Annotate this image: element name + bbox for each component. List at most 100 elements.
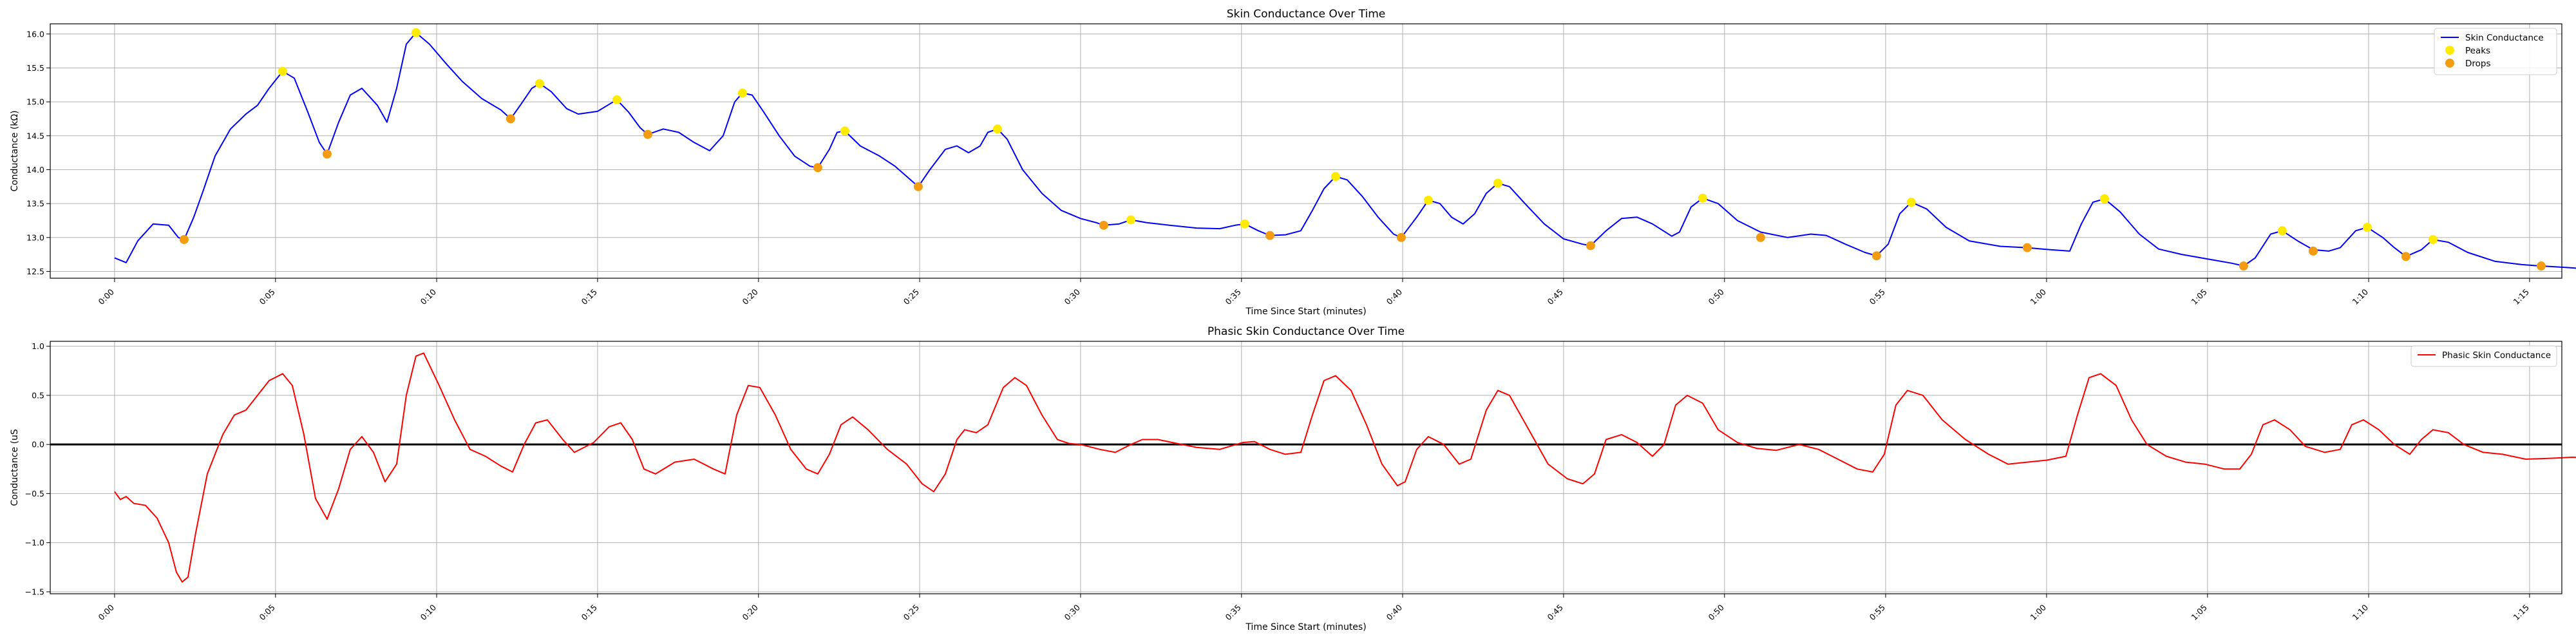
peaks-point bbox=[535, 79, 544, 88]
series-line bbox=[114, 32, 2576, 269]
drops-point bbox=[1099, 220, 1108, 230]
peaks-point bbox=[411, 28, 421, 37]
y-tick-label: 16.0 bbox=[26, 29, 44, 39]
y-axis-label: Conductance (uS bbox=[10, 429, 20, 506]
x-tick-label: 1:05 bbox=[2189, 603, 2208, 622]
y-tick-label: 0.0 bbox=[32, 440, 44, 450]
y-tick-label: −1.5 bbox=[25, 587, 44, 596]
drops-point bbox=[1265, 231, 1274, 240]
y-tick-label: −1.0 bbox=[25, 538, 44, 547]
y-tick-label: 0.5 bbox=[32, 390, 44, 400]
peaks-point bbox=[1493, 178, 1502, 188]
peaks-point bbox=[2277, 226, 2287, 236]
peaks-point bbox=[2428, 234, 2438, 244]
peaks-point bbox=[737, 88, 747, 98]
drops-point bbox=[1396, 232, 1406, 242]
x-tick-label: 0:35 bbox=[1223, 603, 1242, 622]
x-tick-label: 1:10 bbox=[2351, 287, 2370, 306]
y-tick-label: 14.0 bbox=[26, 165, 44, 175]
plot-frame bbox=[50, 341, 2562, 594]
drops-point bbox=[813, 163, 822, 173]
x-tick-label: 0:20 bbox=[740, 287, 759, 306]
phasic-skin-conductance-panel: 0:00 0:05 0:10 0:15 0:20 0:25 0:30 0:35 0:40 0:45… bbox=[10, 325, 2576, 632]
peaks-point bbox=[1240, 219, 1249, 229]
plot-frame bbox=[50, 23, 2562, 279]
chart-title: Skin Conductance Over Time bbox=[1227, 8, 1385, 21]
legend-entry: Skin Conductance bbox=[2465, 33, 2544, 43]
peaks-point bbox=[1906, 198, 1916, 207]
legend-entry: Phasic Skin Conductance bbox=[2442, 350, 2551, 361]
legend-swatch-marker bbox=[2445, 46, 2454, 55]
drops-point bbox=[643, 129, 652, 139]
x-tick-label: 1:05 bbox=[2189, 287, 2208, 307]
y-tick-label: 1.0 bbox=[32, 341, 44, 351]
drops-point bbox=[2536, 261, 2546, 271]
drops-point bbox=[1586, 241, 1595, 251]
x-tick-label: 0:30 bbox=[1063, 602, 1082, 621]
x-tick-label: 0:15 bbox=[580, 603, 599, 622]
chart-title: Phasic Skin Conductance Over Time bbox=[1208, 325, 1405, 338]
x-tick-label: 0:00 bbox=[97, 602, 116, 621]
legend: Phasic Skin Conductance bbox=[2410, 345, 2557, 367]
x-tick-label: 0:40 bbox=[1385, 602, 1404, 621]
x-tick-label: 1:10 bbox=[2351, 602, 2370, 621]
y-tick-label: 13.5 bbox=[26, 199, 44, 209]
x-tick-label: 1:00 bbox=[2029, 602, 2048, 621]
peaks-point bbox=[278, 66, 287, 76]
x-tick-label: 1:15 bbox=[2512, 287, 2531, 307]
peaks-point bbox=[840, 126, 849, 136]
x-axis-label: Time Since Start (minutes) bbox=[1245, 307, 1366, 317]
x-axis-label: Time Since Start (minutes) bbox=[1245, 622, 1366, 632]
x-tick-label: 0:05 bbox=[257, 603, 276, 622]
drops-point bbox=[179, 234, 189, 244]
x-tick-label: 1:00 bbox=[2029, 287, 2048, 306]
x-tick-label: 0:25 bbox=[902, 603, 921, 622]
legend-swatch-marker bbox=[2445, 59, 2454, 68]
drops-point bbox=[1871, 251, 1881, 261]
peaks-point bbox=[1331, 172, 1340, 181]
peaks-point bbox=[2362, 223, 2372, 232]
y-tick-label: 15.0 bbox=[26, 97, 44, 107]
x-tick-label: 0:10 bbox=[419, 287, 438, 306]
drops-point bbox=[2022, 243, 2032, 252]
drops-point bbox=[1756, 232, 1765, 242]
y-tick-label: 14.5 bbox=[26, 131, 44, 140]
peaks-point bbox=[1126, 215, 1135, 225]
x-tick-label: 0:30 bbox=[1063, 287, 1082, 306]
peaks-point bbox=[1423, 195, 1433, 205]
legend-box bbox=[2410, 345, 2557, 367]
y-axis-label: Conductance (kΩ) bbox=[10, 110, 20, 191]
drops-point bbox=[913, 182, 923, 191]
drops-point bbox=[2401, 252, 2410, 261]
y-tick-label: −0.5 bbox=[25, 489, 44, 498]
peaks-point bbox=[612, 95, 621, 104]
y-tick-label: 12.5 bbox=[26, 267, 44, 276]
peaks-point bbox=[1698, 193, 1707, 203]
peaks-point bbox=[992, 124, 1002, 134]
drops-point bbox=[506, 114, 515, 124]
peaks-point bbox=[2099, 194, 2109, 204]
drops-point bbox=[322, 149, 332, 159]
drops-point bbox=[2308, 246, 2318, 256]
x-tick-label: 0:05 bbox=[257, 287, 276, 307]
x-tick-label: 1:15 bbox=[2512, 603, 2531, 622]
skin-conductance-panel: 0:00 0:05 0:10 0:15 0:20 0:25 0:30 0:35 0:40 0:45… bbox=[10, 8, 2576, 317]
x-tick-label: 0:55 bbox=[1868, 603, 1887, 622]
x-tick-label: 0:25 bbox=[902, 287, 921, 307]
x-tick-label: 0:35 bbox=[1223, 287, 1242, 307]
legend: Skin Conductance Peaks Drops bbox=[2434, 28, 2557, 75]
series-line bbox=[114, 352, 2576, 583]
drops-point bbox=[2239, 261, 2248, 271]
x-tick-label: 0:10 bbox=[419, 602, 438, 621]
legend-box bbox=[2434, 28, 2557, 75]
x-tick-label: 0:50 bbox=[1706, 602, 1725, 621]
y-tick-label: 15.5 bbox=[26, 63, 44, 73]
y-tick-label: 13.0 bbox=[26, 232, 44, 242]
legend-entry: Drops bbox=[2465, 59, 2491, 69]
x-tick-label: 0:00 bbox=[97, 287, 116, 306]
x-tick-label: 0:20 bbox=[740, 602, 759, 621]
x-tick-label: 0:45 bbox=[1546, 603, 1565, 622]
x-tick-label: 0:15 bbox=[580, 287, 599, 307]
